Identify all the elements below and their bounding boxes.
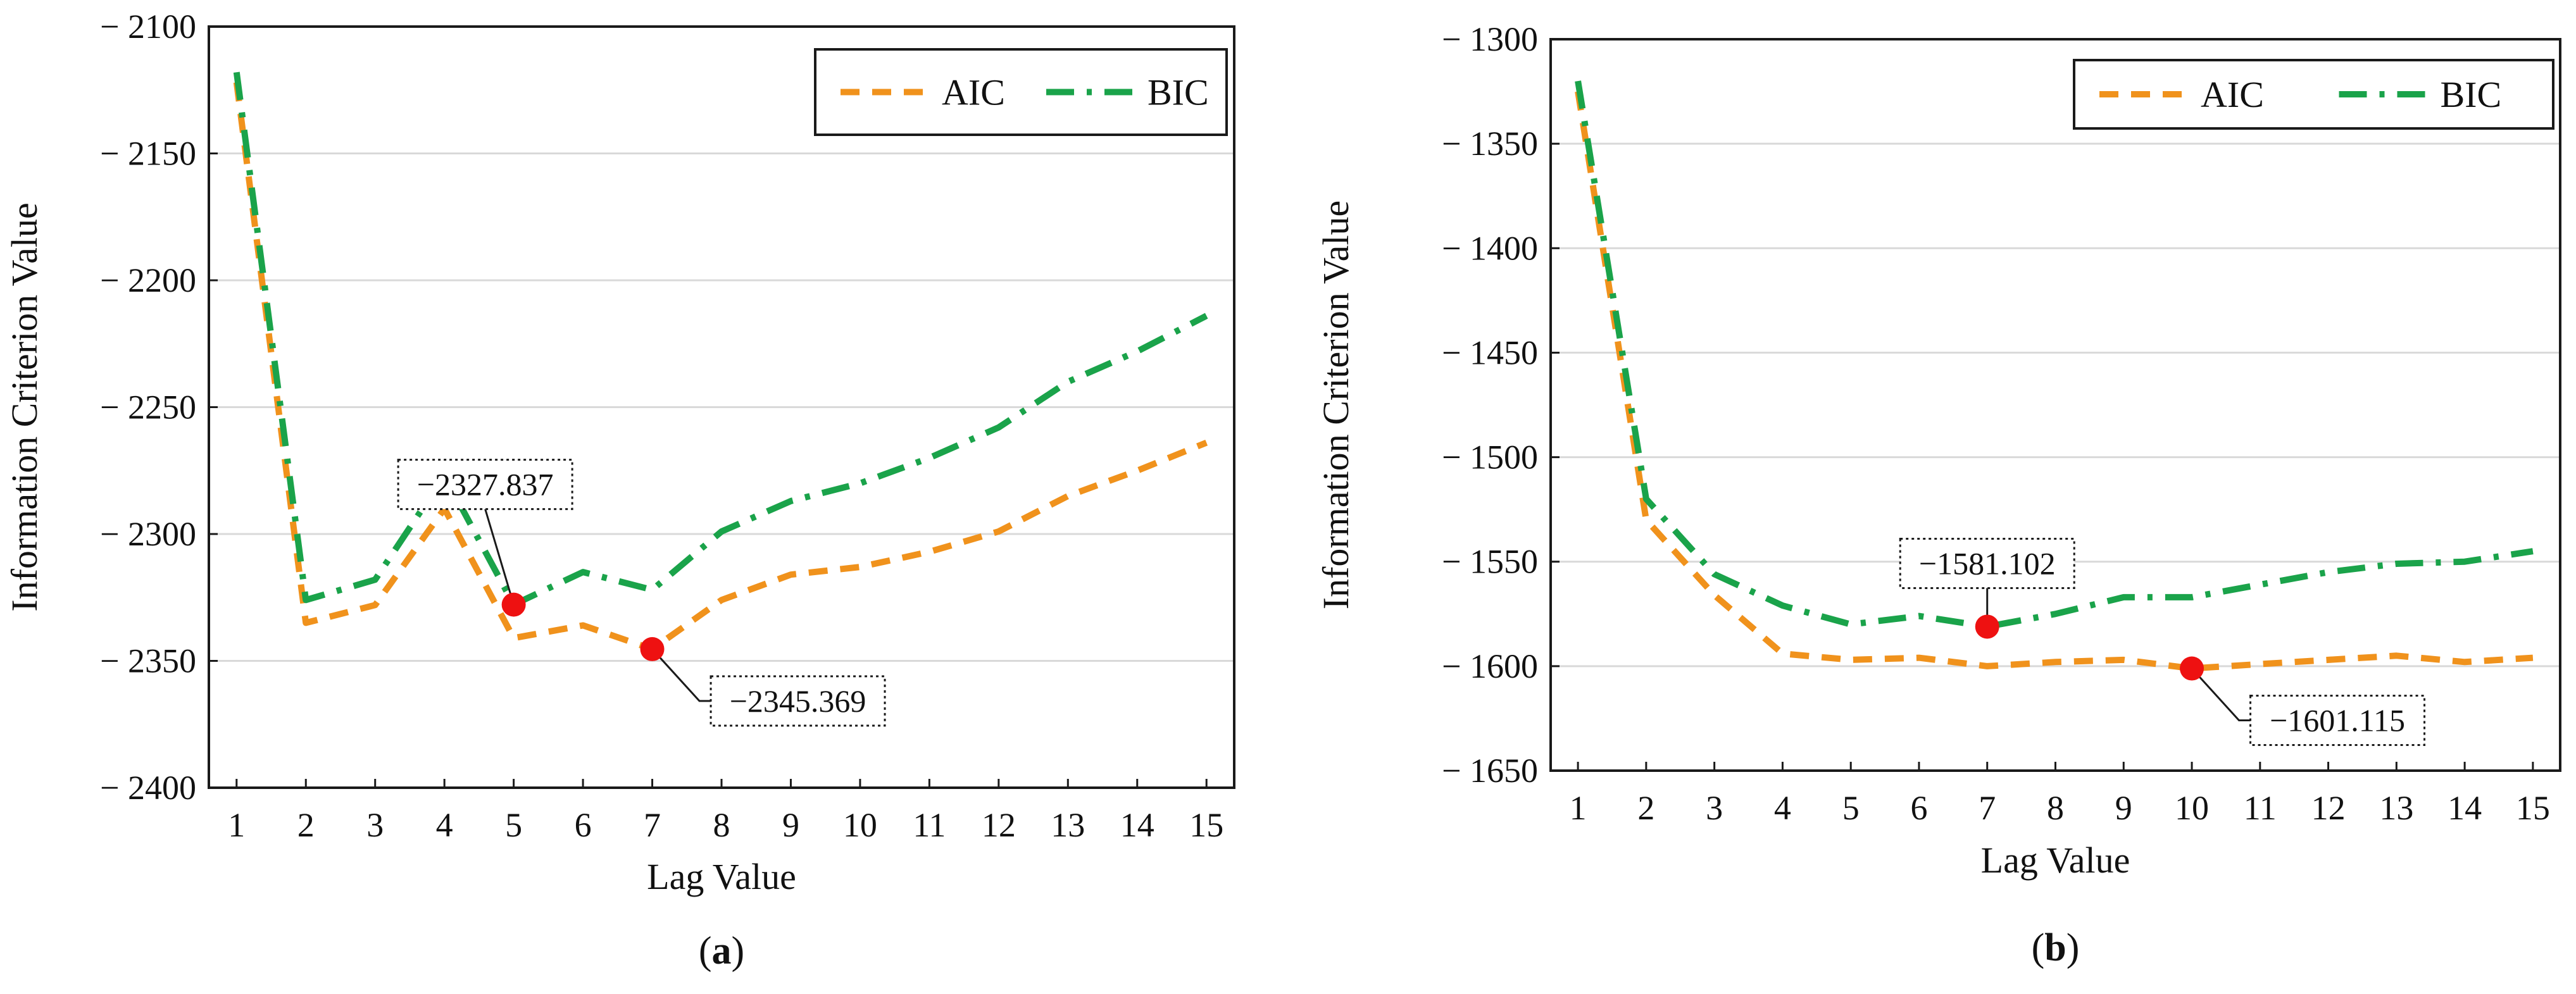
x-tick-label: 3	[366, 806, 384, 844]
x-axis-title: Lag Value	[1981, 840, 2130, 881]
legend-label-bic: BIC	[2441, 74, 2502, 115]
x-tick-label: 14	[2448, 789, 2482, 827]
panel-label-suffix: )	[2066, 926, 2080, 969]
x-tick-label: 15	[1189, 806, 1223, 844]
x-tick-label: 7	[1979, 789, 1996, 827]
x-tick-label: 10	[843, 806, 877, 844]
x-tick-label: 10	[2175, 789, 2209, 827]
annotation-leader	[651, 648, 711, 702]
annotation-box	[1899, 537, 2075, 589]
y-tick-label: − 1300	[1442, 20, 1538, 58]
series-line-aic	[1575, 90, 2534, 672]
x-tick-label: 4	[1774, 789, 1791, 827]
y-tick-label: − 2100	[100, 8, 196, 46]
x-tick-label: 8	[713, 806, 730, 844]
y-tick-label: − 2200	[100, 261, 196, 299]
chart-panel-a: − 2100 − 2150 − 2200 − 2250 − 2300 − 2350 − 24…	[4, 8, 1235, 972]
min-point-marker	[1975, 614, 1999, 639]
y-tick-label: − 1600	[1442, 647, 1538, 685]
annotation-box	[2249, 695, 2426, 747]
x-tick-label: 11	[2244, 789, 2277, 827]
panel-label-suffix: )	[732, 929, 745, 972]
x-tick-label: 6	[1910, 789, 1927, 827]
x-tick-label: 13	[2379, 789, 2413, 827]
x-tick-label: 13	[1051, 806, 1085, 844]
plot-frame	[208, 25, 1235, 789]
y-axis-title: Information Criterion Value	[1315, 201, 1356, 609]
annotation-label: −2327.837	[417, 467, 554, 502]
x-tick-label: 4	[436, 806, 453, 844]
legend-label-aic: AIC	[942, 72, 1005, 113]
x-tick-label: 11	[913, 806, 946, 844]
x-tick-label: 1	[228, 806, 245, 844]
x-tick-label: 3	[1706, 789, 1723, 827]
annotation-label: −1601.115	[2270, 703, 2405, 738]
y-tick-label: − 2250	[100, 388, 196, 426]
y-tick-label: − 1350	[1442, 125, 1538, 163]
x-tick-label: 5	[505, 806, 522, 844]
panel-label-letter: b	[2044, 926, 2066, 969]
legend-label-aic: AIC	[2201, 74, 2264, 115]
panel-label: (b)	[2032, 926, 2080, 969]
annotation-label: −2345.369	[730, 683, 866, 719]
panel-label-prefix: (	[2032, 926, 2045, 969]
x-tick-label: 6	[575, 806, 592, 844]
x-tick-label: 12	[982, 806, 1016, 844]
legend-label-bic: BIC	[1147, 72, 1209, 113]
x-tick-label: 9	[782, 806, 799, 844]
x-tick-label: 7	[644, 806, 661, 844]
y-tick-label: − 2300	[100, 515, 196, 553]
min-point-marker	[2180, 656, 2204, 681]
series-line-bic	[1575, 80, 2534, 630]
x-tick-label: 14	[1120, 806, 1154, 844]
x-tick-label: 5	[1842, 789, 1860, 827]
x-tick-label: 8	[2047, 789, 2064, 827]
y-tick-label: − 2400	[100, 769, 196, 807]
panel-label: (a)	[699, 929, 744, 972]
min-point-marker	[640, 637, 665, 661]
y-tick-label: − 1650	[1442, 752, 1538, 790]
y-tick-label: − 1400	[1442, 229, 1538, 267]
plot-frame	[1549, 38, 2561, 772]
chart-panel-b: − 1300 − 1350 − 1400 − 1450 − 1500 − 1550 − 16…	[1315, 20, 2561, 969]
min-point-marker	[501, 592, 526, 617]
x-tick-label: 2	[297, 806, 315, 844]
series-line-bic	[233, 71, 1208, 608]
x-tick-label: 9	[2115, 789, 2132, 827]
x-tick-label: 2	[1637, 789, 1654, 827]
panel-label-prefix: (	[699, 929, 712, 972]
annotation-leader	[2191, 668, 2251, 722]
x-tick-label: 12	[2311, 789, 2346, 827]
annotation-box	[710, 675, 886, 727]
panel-label-letter: a	[712, 929, 732, 972]
legend-box	[2073, 59, 2554, 130]
y-axis-title: Information Criterion Value	[4, 202, 45, 611]
y-tick-label: − 1500	[1442, 438, 1538, 476]
annotation-leader	[484, 509, 515, 606]
series-line-aic	[233, 82, 1208, 652]
y-tick-label: − 2350	[100, 642, 196, 680]
y-tick-label: − 1450	[1442, 333, 1538, 371]
y-tick-label: − 2150	[100, 135, 196, 173]
x-tick-label: 1	[1570, 789, 1587, 827]
y-tick-label: − 1550	[1442, 543, 1538, 581]
annotation-box	[397, 459, 573, 511]
x-axis-title: Lag Value	[647, 856, 796, 897]
x-tick-label: 15	[2516, 789, 2550, 827]
annotation-label: −1581.102	[1919, 545, 2056, 581]
